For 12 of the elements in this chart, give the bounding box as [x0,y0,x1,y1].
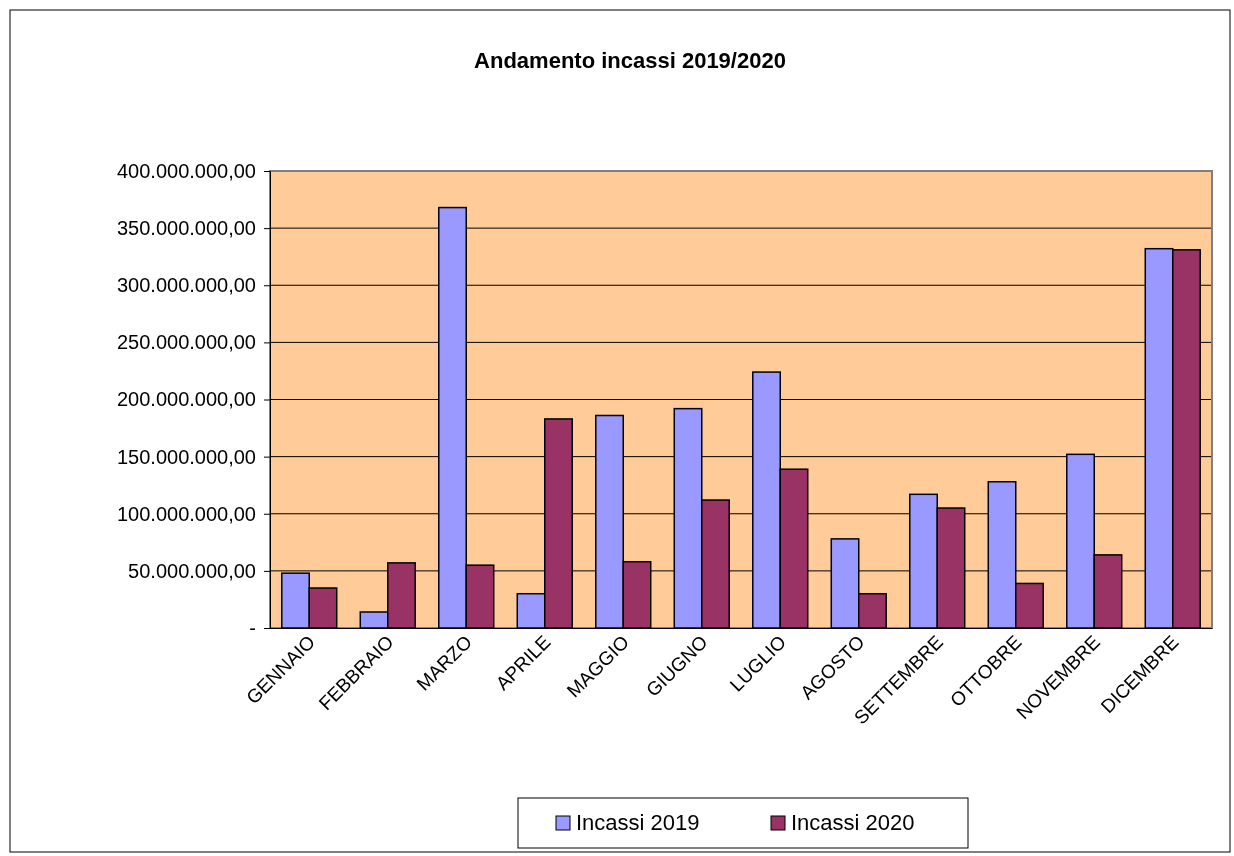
y-tick-label: 150.000.000,00 [116,445,256,468]
y-tick-label: 100.000.000,00 [116,502,256,525]
y-tick-label: 300.000.000,00 [116,274,256,297]
y-tick-label: 350.000.000,00 [116,217,256,240]
y-tick-label: 400.000.000,00 [116,159,256,182]
y-tick-label: - [249,616,256,639]
chart-title: Andamento incassi 2019/2020 [474,48,786,73]
legend-label: Incassi 2019 [576,810,700,835]
legend-label: Incassi 2020 [791,810,915,835]
y-tick-label: 250.000.000,00 [116,331,256,354]
y-tick-label: 200.000.000,00 [116,388,256,411]
y-tick-label: 50.000.000,00 [128,559,256,582]
